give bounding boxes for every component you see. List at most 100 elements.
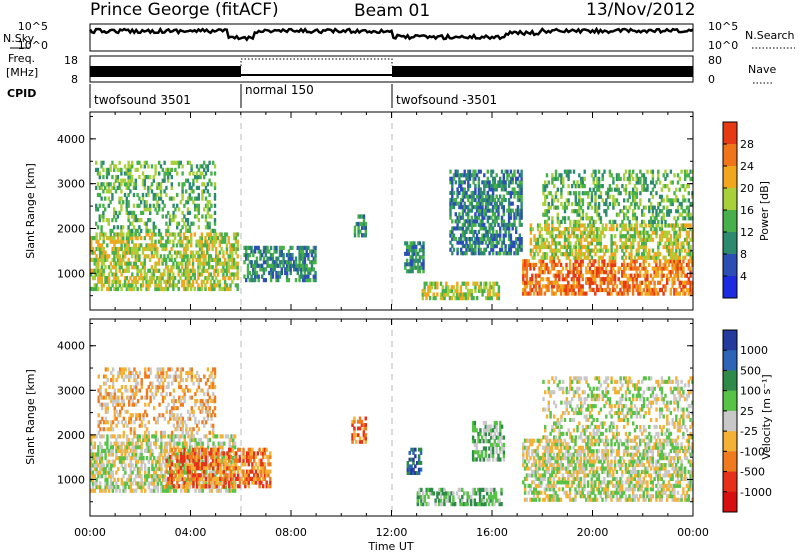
heatmap-cell [176,465,179,471]
heatmap-cell [468,201,472,206]
heatmap-cell [213,268,216,273]
heatmap-cell [507,198,511,203]
heatmap-cell [172,218,175,223]
heatmap-cell [209,286,213,292]
heatmap-cell [562,230,565,235]
heatmap-cell [223,283,227,288]
heatmap-cell [511,208,514,213]
heatmap-cell [633,223,637,228]
heatmap-cell [173,257,177,262]
heatmap-cell [188,272,191,277]
heatmap-cell [488,237,491,242]
heatmap-cell [122,257,125,262]
heatmap-cell [216,272,220,277]
heatmap-cell [280,245,283,250]
heatmap-cell [578,184,581,189]
heatmap-cell [136,466,140,472]
heatmap-cell [465,285,468,290]
heatmap-cell [131,283,134,288]
heatmap-cell [413,241,416,246]
heatmap-cell [138,246,141,252]
heatmap-cell [511,180,514,185]
heatmap-cell [113,250,116,255]
heatmap-cell [262,267,266,272]
heatmap-cell [152,178,155,183]
heatmap-cell [409,248,412,253]
heatmap-cell [468,247,472,252]
heatmap-cell [132,182,136,187]
heatmap-cell [472,173,475,178]
heatmap-cell [158,228,161,233]
heatmap-cell [131,456,134,461]
heatmap-cell [662,198,665,203]
heatmap-cell [289,267,292,272]
heatmap-cell [443,288,446,293]
heatmap-cell [220,239,223,244]
heatmap-cell [172,437,176,443]
heatmap-cell [597,227,601,232]
heatmap-cell [145,228,148,233]
heatmap-cell [138,225,141,230]
heatmap-cell [102,182,105,187]
heatmap-cell [651,180,655,185]
heatmap-cell [207,286,211,292]
heatmap-cell [123,254,127,259]
heatmap-cell [567,216,570,221]
heatmap-cell [138,203,141,208]
heatmap-cell [671,262,674,267]
heatmap-cell [104,232,107,237]
heatmap-cell [113,232,116,237]
heatmap-cell [221,441,224,446]
heatmap-cell [262,270,266,276]
heatmap-cell [222,261,225,266]
heatmap-cell [594,234,597,239]
heatmap-cell [95,160,98,165]
heatmap-cell [676,205,680,210]
heatmap-cell [534,284,538,289]
heatmap-cell [556,176,559,181]
heatmap-cell [646,284,649,289]
heatmap-cell [542,184,545,189]
heatmap-cell [460,237,463,242]
heatmap-cell [592,219,595,224]
heatmap-cell [504,233,507,238]
heatmap-cell [662,173,665,178]
heatmap-cell [624,273,628,278]
heatmap-cell [217,488,221,493]
heatmap-cell [298,278,301,283]
freq-band-3 [392,66,693,77]
heatmap-cell [253,263,257,268]
heatmap-cell [585,234,588,239]
heatmap-cell [150,254,154,259]
heatmap-cell [219,488,222,493]
heatmap-cell [601,270,604,275]
heatmap-cell [163,246,166,252]
heatmap-cell [448,288,452,293]
heatmap-cell [648,205,651,210]
heatmap-cell [153,481,156,486]
heatmap-cell [525,277,529,282]
heatmap-cell [587,241,590,246]
heatmap-cell [624,266,628,271]
y-tick-label: 2000 [57,222,85,235]
heatmap-cell [206,221,209,226]
heatmap-cell [159,279,163,284]
heatmap-cell [481,205,484,210]
heatmap-cell [648,237,651,242]
heatmap-cell [569,244,572,250]
heatmap-cell [449,205,452,210]
heatmap-cell [197,225,200,230]
heatmap-cell [597,273,601,278]
heatmap-cell [131,239,134,244]
heatmap-cell [594,198,597,203]
heatmap-cell [161,261,164,266]
heatmap-cell [439,292,443,297]
heatmap-cell [513,187,516,192]
heatmap-cell [570,277,574,282]
heatmap-cell [465,296,468,301]
heatmap-cell [477,240,481,245]
heatmap-cell [617,291,620,296]
heatmap-cell [120,459,123,464]
heatmap-cell [485,281,488,286]
heatmap-cell [450,296,453,301]
